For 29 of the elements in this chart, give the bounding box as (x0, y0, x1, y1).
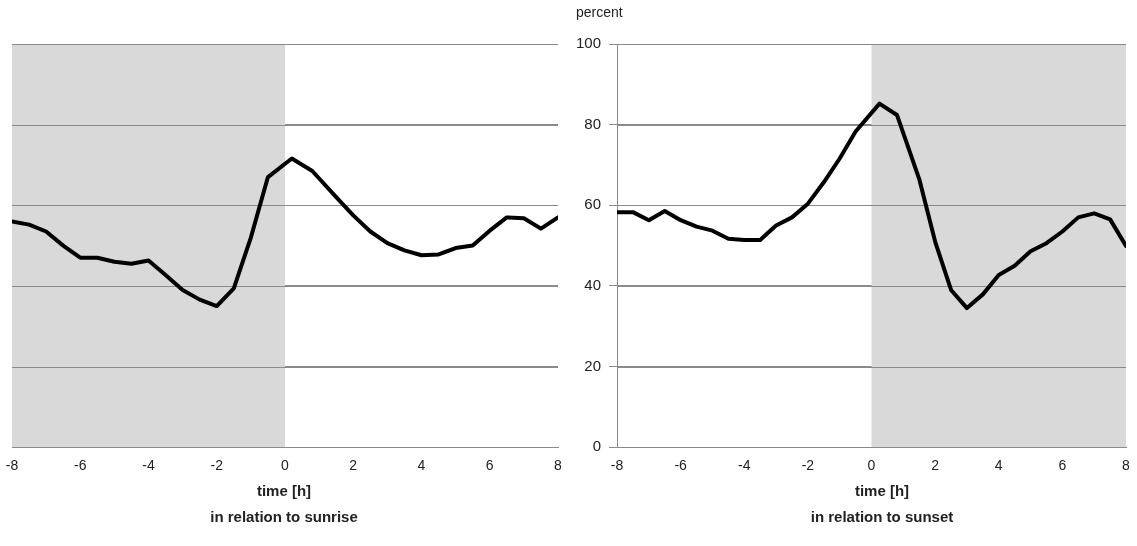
y-tick-label: 80 (584, 114, 602, 132)
x-tick-label: -8 (5, 457, 19, 474)
x-tick-label: -6 (74, 457, 87, 474)
x-axis-title: time [h] (255, 482, 313, 499)
x-tick-label: 4 (417, 457, 426, 474)
x-tick-label: 2 (931, 457, 940, 474)
x-tick-label: 0 (867, 457, 876, 474)
x-tick-label: -2 (210, 457, 224, 474)
y-tick-label: 60 (584, 195, 602, 213)
y-axis-title: percent (576, 4, 623, 20)
x-tick-label: -6 (674, 457, 688, 474)
x-tick-label: 2 (349, 457, 358, 474)
y-tick-label: 0 (592, 437, 602, 455)
text: in relation to sunrise (209, 508, 359, 525)
x-tick-label: 8 (1122, 457, 1131, 474)
x-tick-label: -2 (801, 457, 815, 474)
x-axis-title: time [h] (853, 482, 911, 499)
x-tick-label: -4 (142, 457, 155, 474)
x-tick-label: 6 (485, 457, 494, 474)
x-tick-label: -8 (610, 457, 624, 474)
text: in relation to sunset (809, 508, 955, 525)
y-tick-label: 100 (576, 34, 602, 52)
x-tick-label: -4 (738, 457, 751, 474)
y-tick-label: 40 (584, 276, 602, 294)
x-tick-label: 8 (554, 457, 563, 474)
x-tick-label: 6 (1058, 457, 1067, 474)
x-tick-label: 0 (281, 457, 290, 474)
x-tick-label: 4 (994, 457, 1003, 474)
y-tick-label: 20 (584, 356, 602, 374)
